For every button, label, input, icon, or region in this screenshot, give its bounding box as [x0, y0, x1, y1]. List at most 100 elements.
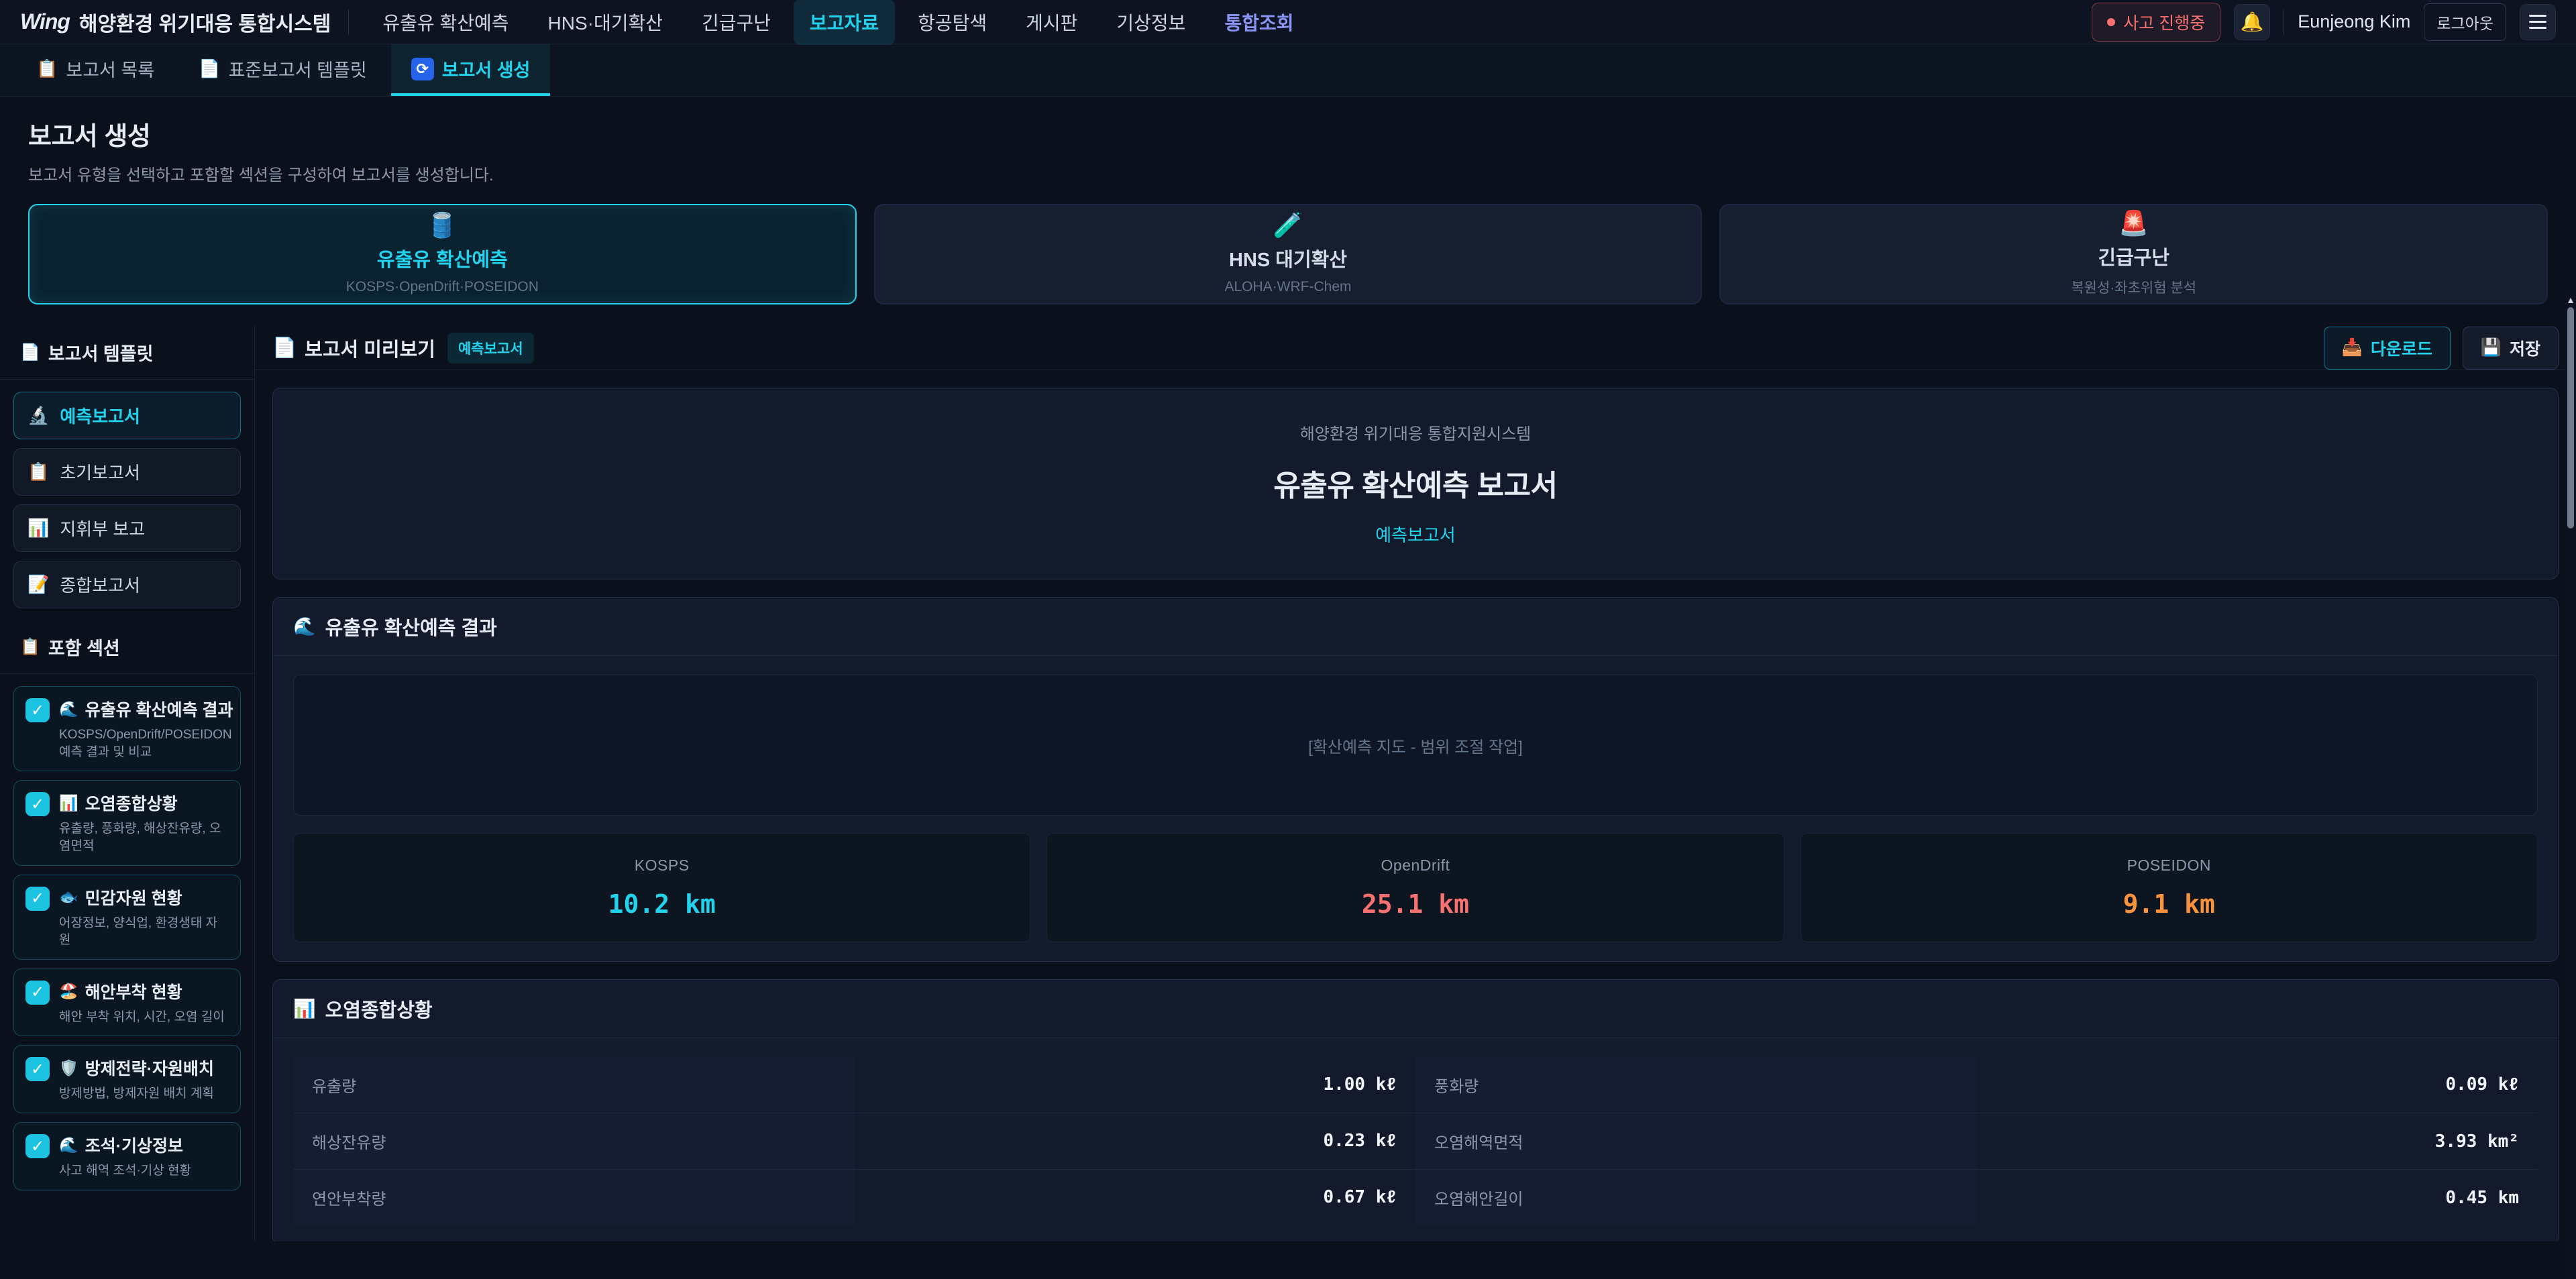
document-icon: 📄 [272, 337, 297, 359]
scroll-up-arrow-icon[interactable]: ▲ [2566, 294, 2575, 305]
beach-icon: 🏖️ [59, 982, 78, 1000]
type-card-oil-spill[interactable]: 🛢️ 유출유 확산예측 KOSPS·OpenDrift·POSEIDON [28, 204, 857, 304]
report-document-area[interactable]: 해양환경 위기대응 통합지원시스템 유출유 확산예측 보고서 예측보고서 🌊 유… [255, 370, 2576, 1241]
section-item-sensitive[interactable]: ✓ 🐟 민감자원 현황 어장정보, 양식업, 환경생태 자원 [13, 874, 241, 960]
page-subtitle: 보고서 유형을 선택하고 포함할 섹션을 구성하여 보고서를 생성합니다. [28, 166, 494, 184]
nav-item-emergency-rescue[interactable]: 긴급구난 [701, 12, 771, 34]
top-nav: Wing 해양환경 위기대응 통합시스템 유출유 확산예측 HNS·대기확산 긴… [0, 0, 2576, 45]
checkbox-checked[interactable]: ✓ [25, 886, 50, 911]
bar-chart-icon: 📊 [28, 518, 50, 538]
model-name: KOSPS [634, 856, 690, 874]
nav-item-aerial-search[interactable]: 항공탐색 [918, 12, 987, 34]
pollution-label: 유출량 [293, 1057, 855, 1113]
clipboard-icon: 📋 [28, 461, 50, 482]
tab-report-generate[interactable]: ⟳ 보고서 생성 [390, 44, 551, 96]
preview-title: 보고서 미리보기 [305, 339, 435, 361]
clipboard-icon: 📋 [36, 58, 58, 78]
status-badge-label: 사고 진행중 [2123, 13, 2206, 33]
type-card-hns[interactable]: 🧪 HNS 대기확산 ALOHA·WRF-Chem [873, 204, 1703, 304]
sections-header-label: 포함 섹션 [48, 638, 120, 659]
tab-standard-template[interactable]: 📄 표준보고서 템플릿 [178, 44, 387, 96]
incident-status-badge[interactable]: 사고 진행중 [2092, 2, 2221, 42]
checkbox-checked[interactable]: ✓ [25, 1134, 50, 1159]
section-item-desc: KOSPS/OpenDrift/POSEIDON 예측 결과 및 비교 [59, 728, 232, 759]
pollution-value: 3.93 km² [1976, 1113, 2538, 1170]
section-item-tide-weather[interactable]: ✓ 🌊 조석·기상정보 사고 해역 조석·기상 현황 [13, 1122, 241, 1190]
tab-report-list[interactable]: 📋 보고서 목록 [16, 44, 174, 96]
model-value: 25.1 km [1361, 889, 1470, 919]
report-doc-title: 유출유 확산예측 보고서 [1273, 469, 1558, 502]
oil-drum-icon: 🛢️ [427, 211, 458, 239]
logout-button[interactable]: 로그아웃 [2424, 3, 2506, 41]
checkbox-checked[interactable]: ✓ [25, 980, 50, 1005]
pollution-label: 연안부착량 [293, 1169, 855, 1225]
floppy-disk-icon: 💾 [2480, 338, 2502, 357]
checkbox-checked[interactable]: ✓ [25, 698, 50, 722]
template-item-command[interactable]: 📊 지휘부 보고 [13, 504, 241, 552]
templates-header-label: 보고서 템플릿 [48, 344, 154, 364]
nav-item-hns-dispersion[interactable]: HNS·대기확산 [547, 12, 663, 34]
save-button[interactable]: 💾 저장 [2462, 326, 2559, 370]
section-item-pollution[interactable]: ✓ 📊 오염종합상황 유출량, 풍화량, 해상잔유량, 오염면적 [13, 780, 241, 866]
download-button[interactable]: 📥 다운로드 [2323, 326, 2451, 370]
wave-icon: 🌊 [293, 616, 316, 636]
section-item-title: 해안부착 현황 [85, 983, 182, 1002]
model-box-opendrift: OpenDrift 25.1 km [1046, 833, 1784, 942]
type-card-rescue-subtitle: 복원성·좌초위험 분석 [2071, 280, 2197, 296]
template-item-comprehensive[interactable]: 📝 종합보고서 [13, 561, 241, 608]
pollution-heading: 오염종합상황 [325, 1000, 433, 1021]
hamburger-icon [2529, 15, 2546, 29]
scrollbar-thumb[interactable] [2567, 307, 2574, 529]
user-name: Eunjeong Kim [2298, 11, 2411, 32]
report-preview-panel: 📄 보고서 미리보기 예측보고서 📥 다운로드 💾 저장 해양환경 위기대응 통… [255, 326, 2576, 1241]
model-box-kosps: KOSPS 10.2 km [293, 833, 1031, 942]
microscope-icon: 🔬 [28, 405, 50, 425]
logo-wing-mark: Wing [20, 9, 70, 34]
section-item-response-strategy[interactable]: ✓ 🛡️ 방제전략·자원배치 방제방법, 방제자원 배치 계획 [13, 1045, 241, 1114]
nav-item-reports[interactable]: 보고자료 [794, 0, 896, 45]
checkbox-checked[interactable]: ✓ [25, 792, 50, 817]
pollution-label: 오염해안길이 [1415, 1169, 1977, 1225]
type-card-oil-title: 유출유 확산예측 [376, 249, 508, 271]
template-item-initial[interactable]: 📋 초기보고서 [13, 448, 241, 496]
section-item-desc: 유출량, 풍화량, 해상잔유량, 오염면적 [59, 822, 221, 853]
nav-item-oil-spill-prediction[interactable]: 유출유 확산예측 [382, 12, 509, 34]
type-card-hns-title: HNS 대기확산 [1229, 249, 1348, 271]
hamburger-menu-button[interactable] [2520, 3, 2556, 40]
pollution-value: 0.23 kℓ [854, 1113, 1415, 1170]
nav-item-integrated-search[interactable]: 통합조회 [1224, 12, 1294, 34]
nav-item-board[interactable]: 게시판 [1026, 12, 1078, 34]
model-result-row: KOSPS 10.2 km OpenDrift 25.1 km POSEIDON… [293, 833, 2538, 942]
section-item-title: 방제전략·자원배치 [85, 1060, 214, 1079]
spread-result-card: 🌊 유출유 확산예측 결과 [확산예측 지도 - 범위 조절 작업] KOSPS… [272, 597, 2559, 962]
checkbox-checked[interactable]: ✓ [25, 1057, 50, 1082]
siren-icon: 🚨 [2118, 209, 2149, 237]
download-icon: 📥 [2341, 338, 2363, 357]
pollution-summary-card: 📊 오염종합상황 유출량 1.00 kℓ 풍화량 0.09 kℓ 해상잔유량 [272, 979, 2559, 1241]
section-item-title: 유출유 확산예측 결과 [85, 701, 233, 720]
document-icon: 📄 [20, 343, 40, 362]
section-list: ✓ 🌊 유출유 확산예측 결과 KOSPS/OpenDrift/POSEIDON … [0, 674, 254, 1203]
section-item-desc: 방제방법, 방제자원 배치 계획 [59, 1087, 214, 1101]
model-value: 9.1 km [2123, 889, 2215, 919]
template-item-prediction[interactable]: 🔬 예측보고서 [13, 392, 241, 439]
template-list: 🔬 예측보고서 📋 초기보고서 📊 지휘부 보고 📝 종합보고서 [0, 380, 254, 620]
download-button-label: 다운로드 [2370, 339, 2432, 359]
main-row: 📄 보고서 템플릿 🔬 예측보고서 📋 초기보고서 📊 지휘부 보고 📝 종합보… [0, 326, 2576, 1241]
section-item-desc: 해안 부착 위치, 시간, 오염 길이 [59, 1009, 225, 1024]
report-doc-subtitle: 예측보고서 [1375, 525, 1456, 545]
section-item-shoreline[interactable]: ✓ 🏖️ 해안부착 현황 해안 부착 위치, 시간, 오염 길이 [13, 968, 241, 1037]
app-logo: Wing 해양환경 위기대응 통합시스템 [20, 7, 331, 37]
model-value: 10.2 km [608, 889, 716, 919]
type-card-rescue[interactable]: 🚨 긴급구난 복원성·좌초위험 분석 [1719, 204, 2548, 304]
type-card-hns-subtitle: ALOHA·WRF-Chem [1224, 279, 1352, 294]
vertical-scrollbar[interactable]: ▲ [2565, 294, 2576, 1279]
shield-icon: 🛡️ [59, 1058, 78, 1076]
notification-button[interactable]: 🔔 [2234, 3, 2271, 40]
model-box-poseidon: POSEIDON 9.1 km [1800, 833, 2538, 942]
section-item-spread-result[interactable]: ✓ 🌊 유출유 확산예측 결과 KOSPS/OpenDrift/POSEIDON … [13, 686, 241, 772]
tab-report-generate-label: 보고서 생성 [441, 60, 531, 80]
nav-divider [348, 9, 350, 35]
generate-doc-icon: ⟳ [411, 57, 434, 80]
nav-item-weather[interactable]: 기상정보 [1116, 12, 1186, 34]
